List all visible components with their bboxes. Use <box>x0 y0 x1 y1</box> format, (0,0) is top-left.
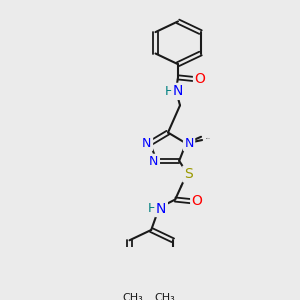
Text: S: S <box>184 167 193 181</box>
Text: N: N <box>142 137 152 150</box>
Text: O: O <box>192 194 203 208</box>
Text: N: N <box>156 202 166 216</box>
Text: O: O <box>195 72 206 86</box>
Text: CH₃: CH₃ <box>155 293 176 300</box>
Text: N: N <box>173 84 183 98</box>
Text: N: N <box>184 137 194 150</box>
Text: H: H <box>164 85 174 98</box>
Text: methyl: methyl <box>206 138 211 139</box>
Text: N: N <box>149 155 158 168</box>
Text: CH₃: CH₃ <box>123 293 143 300</box>
Text: H: H <box>148 202 157 215</box>
